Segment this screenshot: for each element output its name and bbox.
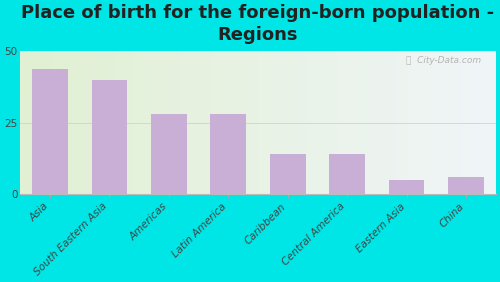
Bar	[330, 154, 365, 194]
Bar	[270, 154, 306, 194]
Bar	[32, 69, 68, 194]
Bar	[92, 80, 127, 194]
Bar	[151, 114, 186, 194]
Bar	[210, 114, 246, 194]
Text: ⓘ  City-Data.com: ⓘ City-Data.com	[406, 56, 482, 65]
Bar	[389, 180, 424, 194]
Bar	[448, 177, 484, 194]
Title: Place of birth for the foreign-born population -
Regions: Place of birth for the foreign-born popu…	[22, 4, 494, 44]
